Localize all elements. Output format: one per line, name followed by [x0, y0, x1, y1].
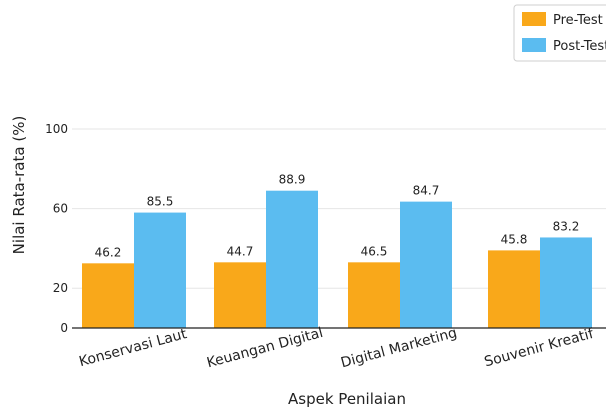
x-axis-title: Aspek Penilaian — [288, 390, 406, 408]
bar-pre-test — [214, 262, 266, 328]
legend-label: Pre-Test — [553, 13, 603, 28]
bar-value-label: 44.7 — [227, 244, 254, 258]
y-tick-label: 0 — [60, 321, 68, 335]
bar-value-label: 84.7 — [413, 184, 440, 198]
bar-value-label: 46.5 — [361, 244, 388, 258]
bars — [82, 190, 592, 328]
y-tick-label: 60 — [53, 202, 68, 216]
x-category-label: Souvenir Kreatif — [483, 326, 597, 371]
bar-post-test — [266, 190, 318, 328]
bar-pre-test — [82, 263, 134, 328]
y-tick-label: 20 — [53, 281, 68, 295]
legend-swatch — [522, 12, 546, 26]
bar-post-test — [134, 212, 186, 328]
data-labels: 46.2 85.5 44.7 88.9 46.5 84.7 45.8 83.2 — [95, 173, 580, 260]
legend-label: Post-Test — [553, 39, 606, 54]
bar-post-test — [540, 237, 592, 328]
bar-pre-test — [488, 250, 540, 328]
bar-value-label: 46.2 — [95, 245, 122, 259]
x-axis-categories: Konservasi Laut Keuangan Digital Digital M… — [77, 325, 596, 371]
legend: Pre-Test Post-Test — [513, 4, 606, 62]
bar-post-test — [400, 201, 452, 328]
x-category-label: Digital Marketing — [339, 325, 459, 371]
x-category-label: Keuangan Digital — [205, 325, 325, 371]
bar-value-label: 88.9 — [279, 173, 306, 187]
y-axis-title: Nilai Rata-rata (%) — [10, 116, 28, 255]
y-axis-ticks: 0 20 60 100 — [45, 122, 68, 335]
legend-swatch — [522, 38, 546, 52]
y-tick-label: 100 — [45, 122, 68, 136]
bar-value-label: 85.5 — [147, 195, 174, 209]
bar-value-label: 45.8 — [501, 232, 528, 246]
bar-value-label: 83.2 — [553, 219, 580, 233]
x-category-label: Konservasi Laut — [77, 326, 189, 370]
bar-pre-test — [348, 262, 400, 328]
